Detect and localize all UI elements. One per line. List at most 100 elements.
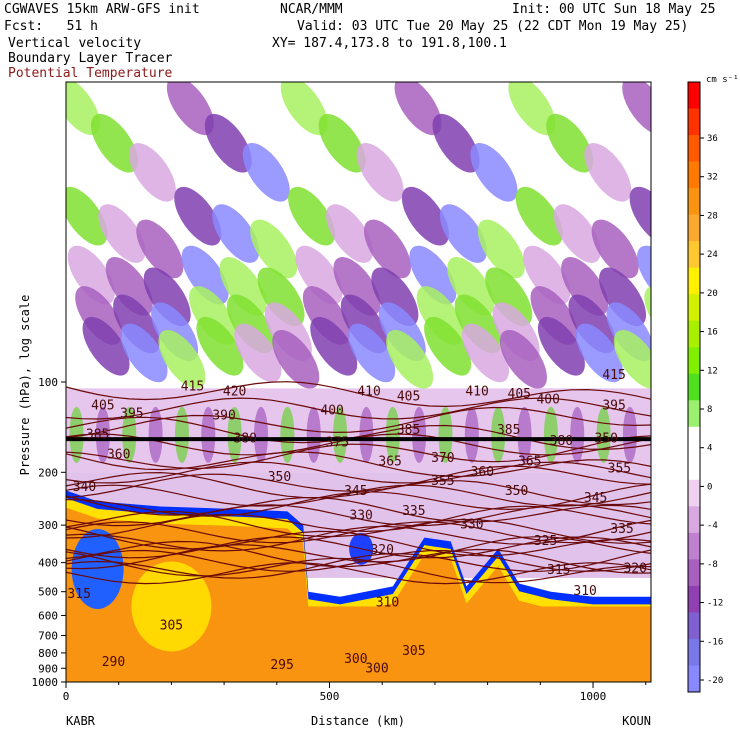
wave-cell-6 (98, 204, 146, 263)
wave-cell-15 (166, 82, 214, 136)
wave-cell-4 (82, 316, 130, 376)
stripe-cell-15 (464, 406, 479, 463)
wave-cell-66 (553, 204, 601, 263)
theta-label-24: 405 (508, 387, 531, 402)
colorbar-swatch-21 (688, 638, 700, 666)
wave-cell-0 (66, 82, 101, 136)
wave-cell-60 (508, 82, 556, 136)
colorbar-label-1: 32 (707, 173, 718, 183)
theta-label-21: 335 (402, 504, 425, 519)
colorbar-swatch-16 (688, 506, 700, 534)
colorbar-swatch-0 (688, 82, 700, 110)
wave-cell-36 (326, 204, 374, 263)
colorbar-swatch-13 (688, 426, 700, 454)
theta-contour-23 (66, 549, 651, 579)
wave-cell-25 (242, 142, 290, 202)
theta-label-37: 345 (584, 491, 607, 506)
colorbar-label-8: 4 (707, 444, 712, 454)
theta-label-13: 350 (268, 470, 291, 485)
stripe-cell-5 (201, 406, 216, 463)
wave-cell-76 (629, 186, 651, 246)
wave-cell-45 (394, 82, 442, 136)
wave-cell-62 (523, 245, 571, 305)
theta-label-44: 305 (402, 644, 425, 659)
theta-label-1: 395 (120, 407, 143, 422)
y-tick-label-100: 100 (38, 376, 58, 389)
stripe-cell-17 (517, 406, 532, 463)
colorbar-frame (687, 81, 701, 693)
stripe-cell-9 (306, 406, 321, 463)
colorbar: 36 32 28 24 20 16 12 8 4 0 -4 -8 -12 -16 -20 (687, 81, 723, 693)
wave-cell-67 (561, 257, 609, 316)
stripe-cell-8 (280, 406, 295, 463)
colorbar-unit: cm s⁻¹ (706, 75, 739, 85)
init-time: Init: 00 UTC Sun 18 May 25 (512, 2, 716, 17)
wave-cell-1 (66, 186, 108, 246)
theta-labels: 405 395 385 360 340 315 415 420 390 380 400 410 375 3… (67, 368, 646, 677)
theta-label-9: 380 (233, 432, 256, 447)
theta-label-16: 405 (397, 389, 420, 404)
wave-cell-24 (234, 323, 282, 383)
x-axis-label: Distance (km) (311, 714, 405, 728)
wave-cell-46 (401, 186, 449, 246)
wave-cell-59 (499, 329, 547, 389)
y-tick-label-800: 800 (38, 647, 58, 660)
wave-cell-22 (219, 257, 267, 316)
theta-label-41: 310 (573, 584, 596, 599)
valid-time: Valid: 03 UTC Tue 20 May 25 (22 CDT Mon … (297, 19, 689, 34)
theta-label-39: 315 (547, 563, 570, 578)
theta-label-43: 305 (160, 618, 183, 633)
theta-contour-22 (66, 549, 651, 572)
theta-label-48: 290 (102, 655, 125, 670)
stripe-cell-14 (438, 406, 453, 463)
wave-cell-5 (90, 113, 138, 173)
colorbar-label-2: 28 (707, 211, 718, 221)
colorbar-swatch-19 (688, 585, 700, 613)
theta-contour-6 (66, 451, 651, 478)
wave-cell-51 (439, 204, 487, 263)
colorbar-label-6: 12 (707, 366, 718, 376)
wave-cell-40 (356, 142, 404, 202)
x-tick-label-0: 0 (63, 690, 70, 703)
y-tick-label-200: 200 (38, 466, 58, 479)
colorbar-label-14: -20 (707, 676, 723, 686)
theta-contour-25 (66, 562, 651, 585)
colorbar-swatch-5 (688, 214, 700, 242)
theta-label-42: 310 (376, 595, 399, 610)
forecast-hour: Fcst: 51 h (4, 19, 98, 34)
wave-cell-56 (477, 219, 525, 279)
wave-cell-49 (424, 316, 472, 376)
model-title: CGWAVES 15km ARW-GFS init (4, 2, 200, 17)
colorbar-swatch-18 (688, 559, 700, 587)
theta-contour-20 (66, 536, 651, 570)
wave-cell-47 (409, 245, 457, 305)
theta-label-28: 400 (536, 393, 559, 408)
colorbar-label-10: -4 (707, 521, 718, 531)
wave-cell-26 (250, 219, 298, 279)
wave-cell-31 (288, 186, 336, 246)
stripe-cell-2 (122, 406, 137, 463)
theta-label-30: 365 (518, 455, 541, 470)
colorbar-swatch-10 (688, 347, 700, 375)
theta-label-23: 410 (465, 385, 488, 400)
wave-cell-39 (348, 323, 396, 383)
theta-contour-0 (66, 381, 651, 408)
colorbar-label-3: 24 (707, 250, 718, 260)
wave-cell-77 (636, 245, 651, 305)
wave-cell-30 (280, 82, 328, 136)
x-axis: 0 500 1000 (63, 682, 647, 703)
stripe-cell-3 (148, 406, 163, 463)
theta-label-38: 335 (610, 522, 633, 537)
wave-cell-12 (143, 267, 191, 327)
right-endpoint-label: KOUN (622, 714, 651, 728)
theta-label-31: 350 (505, 484, 528, 499)
colorbar-label-0: 36 (707, 134, 718, 144)
left-pocket-blue (71, 528, 124, 609)
wave-cell-57 (485, 267, 533, 327)
y-tick-label-900: 900 (38, 662, 58, 675)
wave-cell-2 (67, 245, 115, 305)
theta-label-4: 340 (73, 480, 96, 495)
field-boundary-layer-tracer: Boundary Layer Tracer (8, 51, 173, 66)
